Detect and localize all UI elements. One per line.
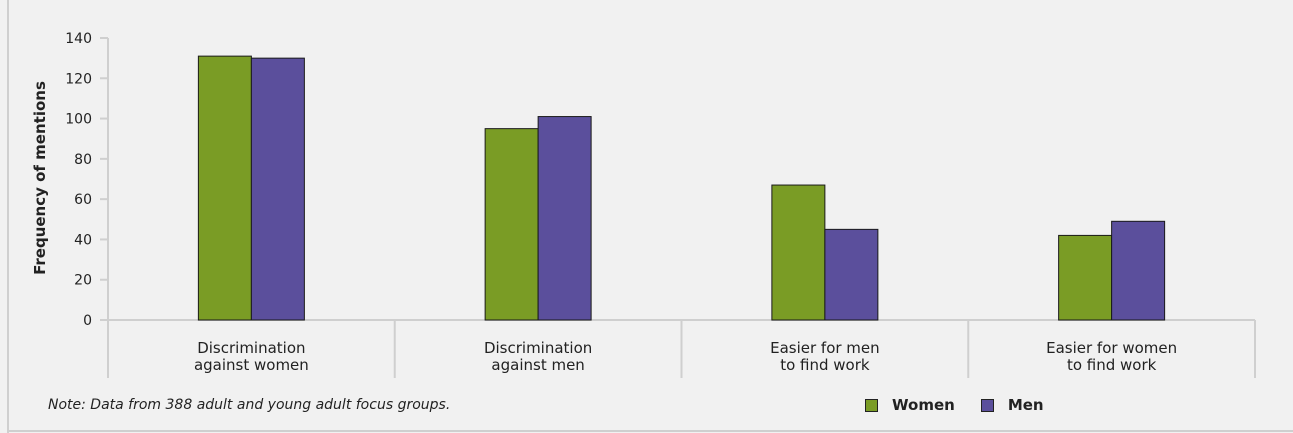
x-category-label-line: Easier for men [770,339,880,357]
bar-men [537,116,592,321]
x-category-label-line: Discrimination [484,339,592,357]
x-category-label-line: Discrimination [197,339,305,357]
bar-men [250,57,305,321]
bar-women [771,184,826,321]
legend-item-men: Men [980,396,1044,414]
y-tick-label: 0 [83,313,92,329]
legend-label-women: Women [892,396,955,414]
bar-men [824,228,879,321]
bar-women [197,55,252,321]
bar-women [484,128,539,321]
chart-note: Note: Data from 388 adult and young adul… [48,397,451,413]
y-tick-label: 20 [74,273,92,289]
x-category-label-line: to find work [1067,356,1157,374]
x-category-label: Easier for women to find work [1046,339,1177,374]
x-category-label: Discrimination against women [194,339,309,374]
y-tick-label: 120 [65,71,92,87]
y-tick-label: 40 [74,232,92,248]
legend-swatch-women [865,398,878,412]
x-category-label-line: against men [491,356,584,374]
bar-men [1111,220,1166,321]
y-tick-label: 80 [74,152,92,168]
x-category-label-line: against women [194,356,309,374]
legend-label-men: Men [1007,396,1044,414]
x-category-label: Easier for men to find work [770,339,880,374]
chart-legend: Women Men [865,396,1070,414]
legend-item-women: Women [865,396,955,414]
x-category-label-line: to find work [780,356,870,374]
y-tick-label: 140 [65,31,92,47]
legend-swatch-men [980,398,994,412]
bar-women [1058,234,1113,321]
x-category-label: Discrimination against men [484,339,592,374]
y-axis-label: Frequency of mentions [31,81,49,275]
y-tick-label: 100 [65,112,92,128]
y-tick-label: 60 [74,192,92,208]
x-category-label-line: Easier for women [1046,339,1177,357]
